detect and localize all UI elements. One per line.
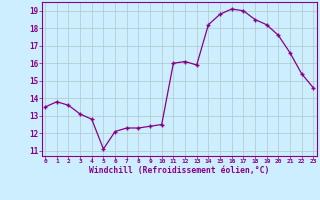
X-axis label: Windchill (Refroidissement éolien,°C): Windchill (Refroidissement éolien,°C): [89, 166, 269, 175]
